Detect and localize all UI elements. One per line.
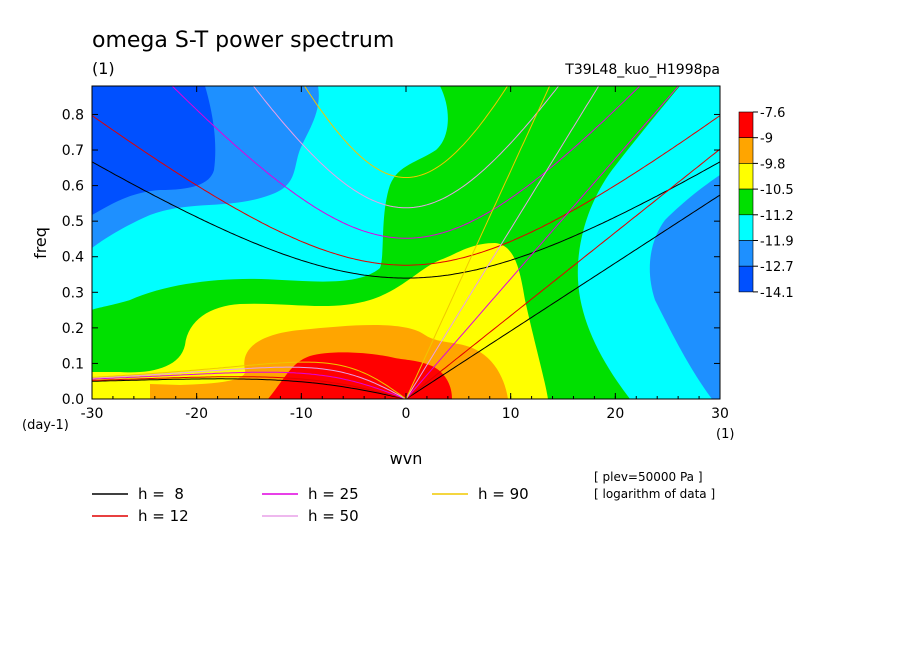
colorbar-segment — [738, 240, 754, 267]
x-tick-label: 20 — [606, 406, 624, 422]
colorbar-label: -11.2 — [760, 209, 794, 224]
kelvin-curve — [405, 86, 680, 399]
gravity-wave-curve — [303, 86, 509, 178]
rossby-curve — [92, 361, 407, 399]
y-axis-unit: (day-1) — [22, 418, 69, 433]
colorbar-segment — [738, 265, 754, 293]
y-tick-label: 0.7 — [62, 143, 84, 159]
rossby-curve — [92, 366, 407, 399]
colorbar: -7.6 -9 -9.8 -10.5 -11.2 -11.9 -12.7 -14.1 — [738, 106, 794, 301]
kelvin-curve — [405, 86, 600, 399]
axes: -30 -20 -10 0 10 20 30 0.0 0.1 0.2 0.3 0.4 0.5 0.6 0.7… — [62, 86, 729, 422]
y-tick-label: 0.4 — [62, 250, 84, 266]
gravity-wave-curve — [92, 161, 720, 279]
y-axis-label: freq — [31, 227, 50, 259]
legend-label: h = 12 — [138, 507, 189, 525]
x-tick-label: 10 — [502, 406, 520, 422]
legend: h = 8 h = 12 h = 25 h = 50 h = 90 — [92, 485, 529, 525]
x-tick-label: 0 — [402, 406, 411, 422]
chart-subtitle-right: T39L48_kuo_H1998pa — [564, 62, 720, 78]
chart-subtitle-left: (1) — [92, 59, 115, 78]
gravity-wave-curve — [252, 86, 560, 209]
colorbar-label: -9 — [760, 132, 773, 147]
y-tick-label: 0.6 — [62, 179, 84, 195]
dispersion-curves — [92, 86, 720, 399]
x-tick-label: 30 — [711, 406, 729, 422]
gravity-wave-curve — [92, 115, 720, 266]
colorbar-label: -11.9 — [760, 235, 794, 250]
colorbar-label: -12.7 — [760, 260, 794, 275]
x-axis-label: wvn — [390, 449, 423, 468]
note-plev: [ plev=50000 Pa ] — [594, 470, 703, 484]
rossby-curve — [92, 376, 407, 399]
x-tick-label: -20 — [185, 406, 208, 422]
colorbar-label: -7.6 — [760, 106, 785, 121]
x-tick-label: -10 — [290, 406, 313, 422]
note-logarithm: [ logarithm of data ] — [594, 487, 715, 501]
y-tick-label: 0.3 — [62, 285, 84, 301]
colorbar-segment — [738, 163, 754, 190]
colorbar-label: -9.8 — [760, 157, 785, 172]
kelvin-curve — [405, 148, 720, 399]
colorbar-segment — [738, 188, 754, 216]
y-tick-label: 0.0 — [62, 392, 84, 408]
colorbar-label: -14.1 — [760, 286, 794, 301]
y-tick-label: 0.1 — [62, 356, 84, 372]
rossby-curve — [92, 378, 407, 399]
y-tick-label: 0.8 — [62, 107, 84, 123]
legend-label: h = 25 — [308, 485, 359, 503]
colorbar-label: -10.5 — [760, 183, 794, 198]
contour-field — [92, 86, 720, 399]
legend-label: h = 8 — [138, 485, 184, 503]
kelvin-curve — [405, 86, 551, 399]
rossby-curve — [92, 371, 407, 399]
chart-title: omega S-T power spectrum — [92, 28, 394, 53]
colorbar-segment — [738, 111, 754, 139]
colorbar-segment — [738, 137, 754, 164]
legend-label: h = 90 — [478, 485, 529, 503]
kelvin-curve — [405, 194, 720, 399]
y-tick-label: 0.2 — [62, 321, 84, 337]
gravity-wave-curve — [171, 86, 641, 239]
y-tick-label: 0.5 — [62, 214, 84, 230]
legend-label: h = 50 — [308, 507, 359, 525]
x-tick-label: -30 — [81, 406, 104, 422]
colorbar-segment — [738, 214, 754, 241]
x-axis-unit: (1) — [716, 427, 734, 442]
